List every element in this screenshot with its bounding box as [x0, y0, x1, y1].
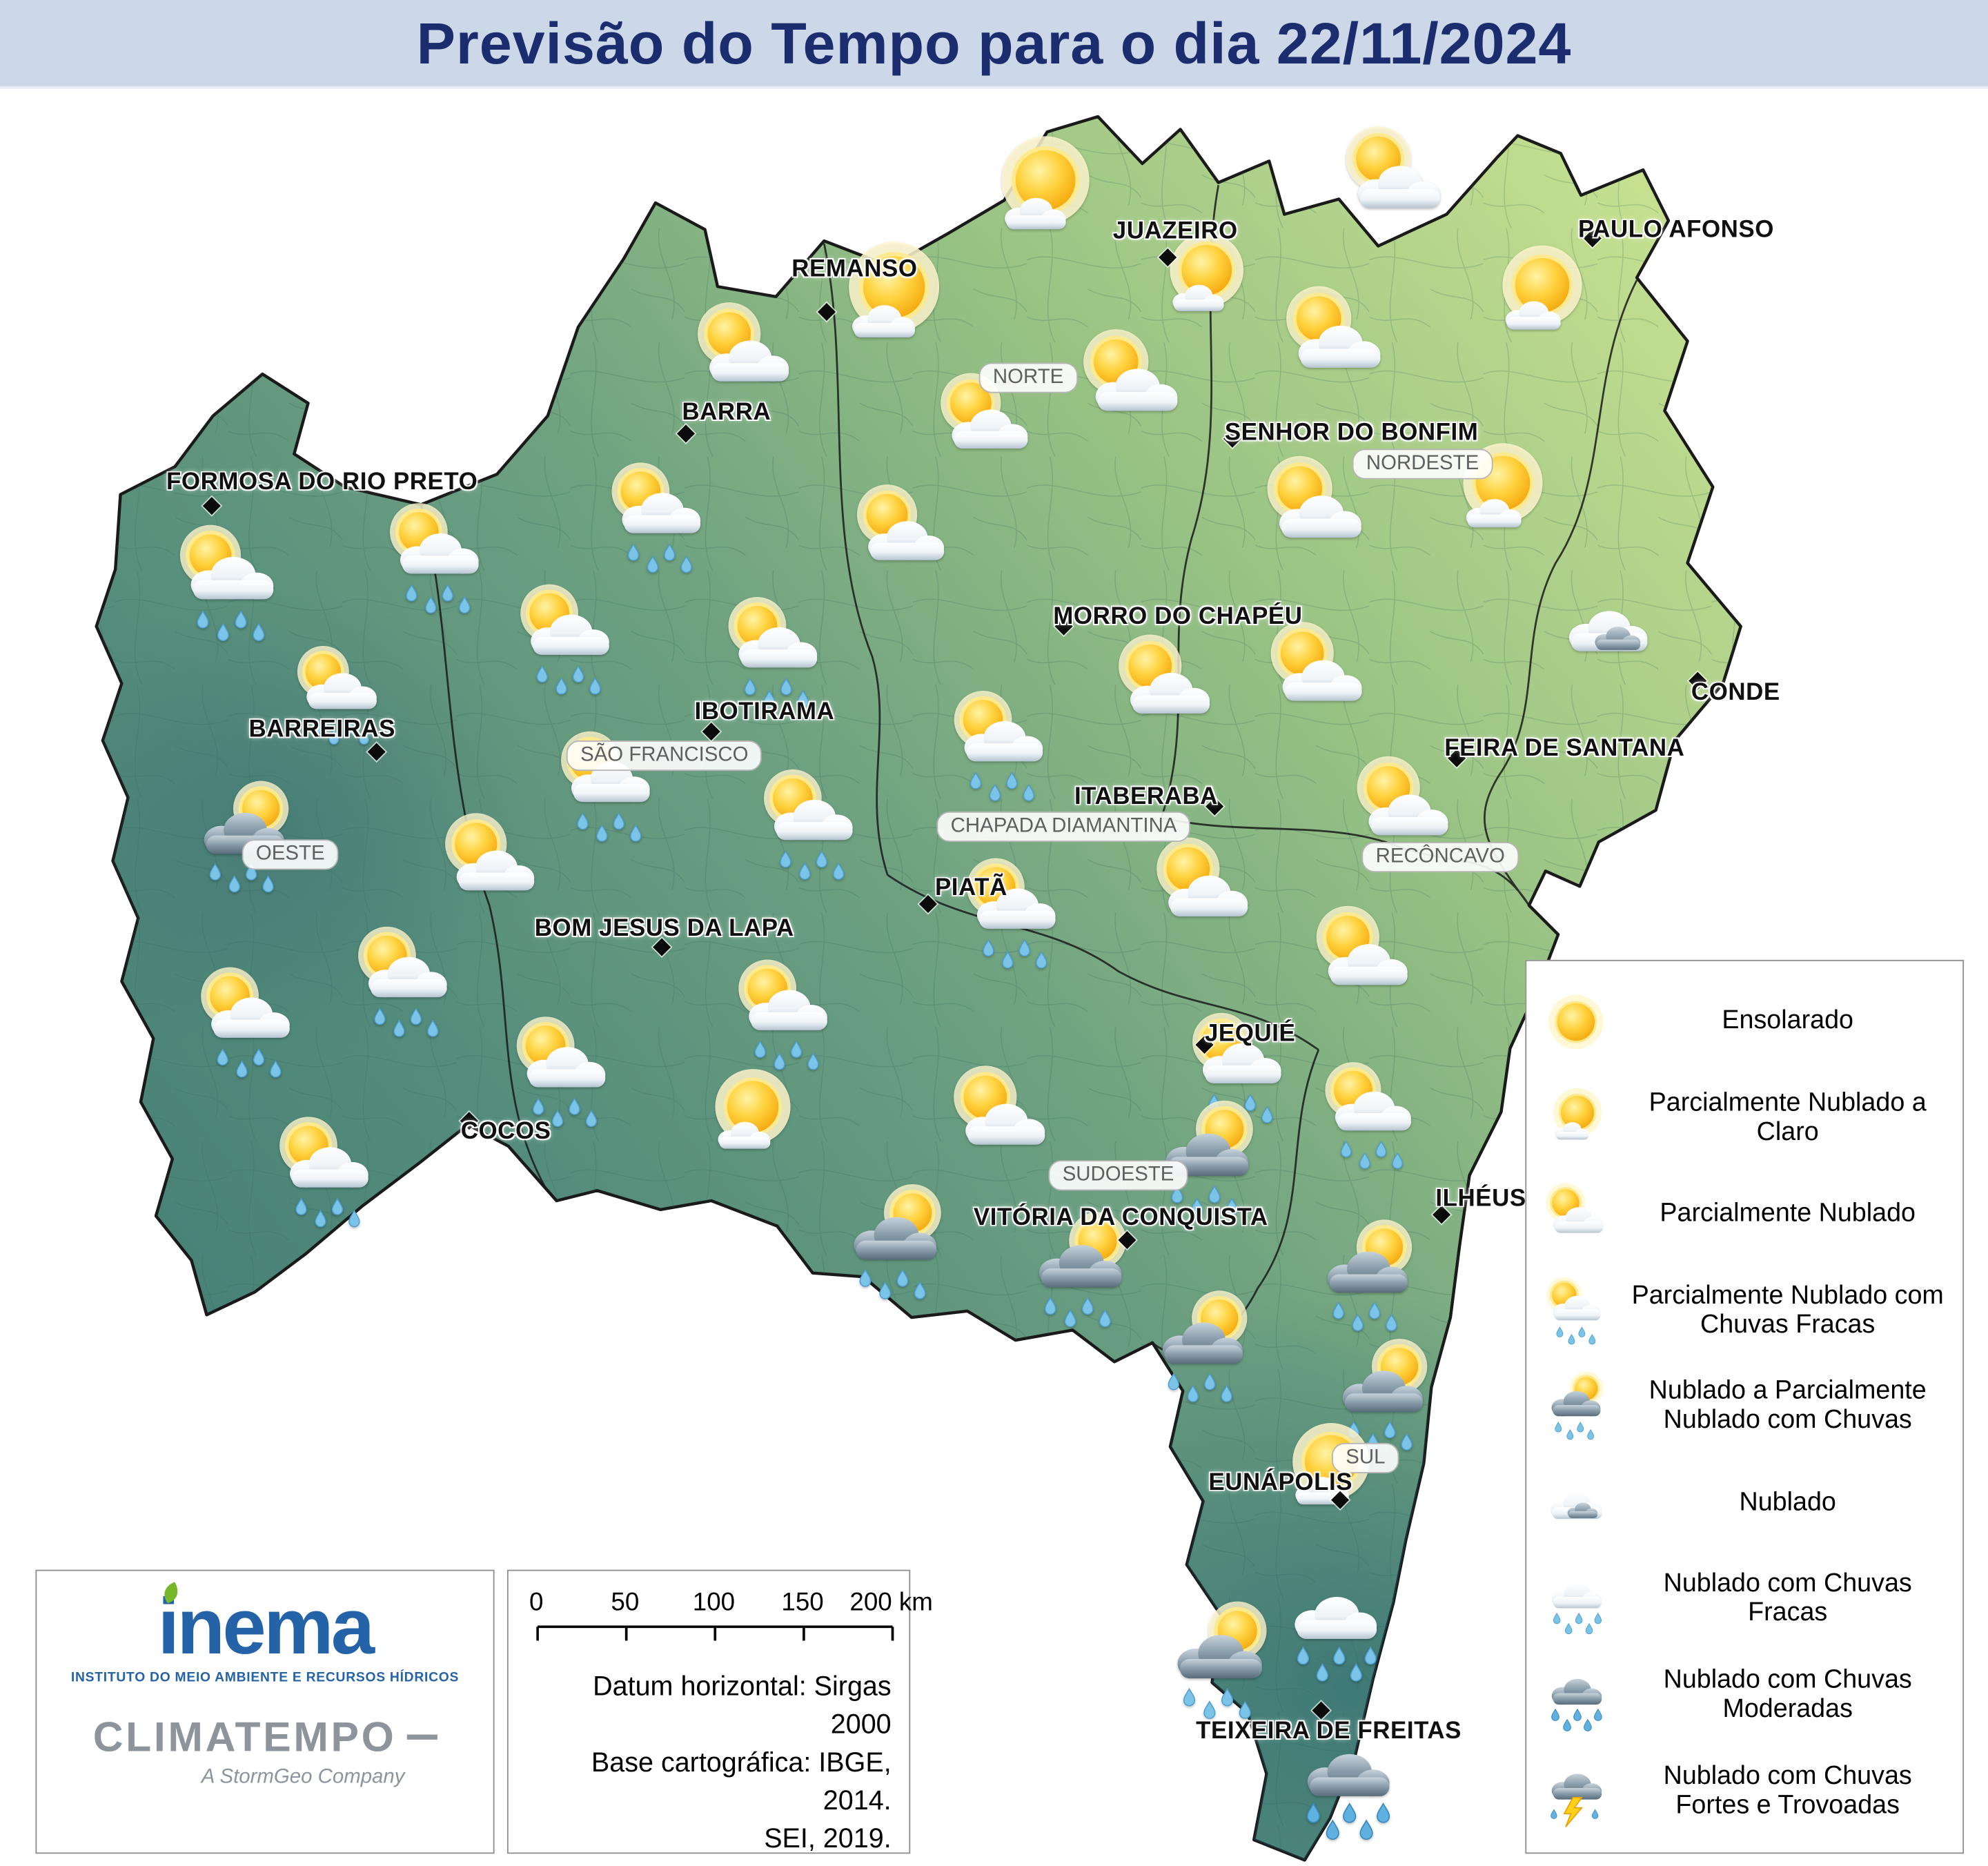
leaf-icon — [165, 1582, 178, 1604]
legend-item: Parcialmente Nublado com Chuvas Fracas — [1539, 1274, 1950, 1348]
scale-tick-label: 0 — [529, 1589, 544, 1617]
legend-item: Parcialmente Nublado a Claro — [1539, 1081, 1950, 1155]
scale-tick-label: 100 — [692, 1589, 736, 1617]
climatempo-logo: CLIMATEMPO — [93, 1713, 437, 1761]
legend-label: Nublado com Chuvas Fracas — [1663, 1569, 1912, 1627]
legend-item: Parcialmente Nublado — [1539, 1177, 1950, 1251]
scale-tick-label: 150 — [781, 1589, 824, 1617]
sun-icon — [1539, 985, 1613, 1059]
inema-tagline: INSTITUTO DO MEIO AMBIENTE E RECURSOS HÍ… — [70, 1669, 460, 1685]
inema-brand-text: inema — [157, 1583, 375, 1671]
inema-logo: inema — [158, 1582, 375, 1667]
darkcloud_rain-icon — [1539, 1658, 1613, 1732]
legend-item: Nublado — [1539, 1466, 1950, 1540]
datum-line: Datum horizontal: Sirgas 2000 — [593, 1671, 892, 1740]
scale-ruler — [536, 1625, 894, 1641]
darkcloud_storm-icon — [1539, 1755, 1613, 1829]
legend-label: Ensolarado — [1722, 1005, 1853, 1036]
datum-text: Datum horizontal: Sirgas 2000 Base carto… — [526, 1667, 892, 1858]
scale-tick-label: 200 km — [849, 1589, 933, 1617]
legend-label: Nublado com Chuvas Moderadas — [1663, 1664, 1912, 1724]
cloud-icon — [1539, 1466, 1613, 1540]
climatempo-tagline: A StormGeo Company — [201, 1766, 405, 1788]
legend-item: Nublado com Chuvas Fracas — [1539, 1562, 1950, 1636]
legend-item: Nublado com Chuvas Fortes e Trovoadas — [1539, 1755, 1950, 1829]
datum-line: SEI, 2019. — [764, 1823, 892, 1854]
scale-tick-labels: 0 50 100 150 200 km — [529, 1589, 933, 1624]
legend-label: Parcialmente Nublado a Claro — [1649, 1088, 1927, 1146]
climatempo-brand-text: CLIMATEMPO — [92, 1713, 397, 1760]
credits-box: inema INSTITUTO DO MEIO AMBIENTE E RECUR… — [35, 1569, 495, 1854]
legend-label: Nublado a Parcialmente Nublado com Chuva… — [1649, 1376, 1927, 1435]
sun_cloud-icon — [1539, 1177, 1613, 1251]
scale-tick-label: 50 — [611, 1589, 640, 1617]
legend-item: Nublado com Chuvas Moderadas — [1539, 1658, 1950, 1732]
page-title: Previsão do Tempo para o dia 22/11/2024 — [416, 10, 1572, 77]
legend-label: Parcialmente Nublado com Chuvas Fracas — [1631, 1280, 1944, 1339]
cloud_rain-icon — [1539, 1562, 1613, 1636]
legend-label: Nublado com Chuvas Fortes e Trovoadas — [1663, 1761, 1912, 1820]
legend-label: Parcialmente Nublado — [1660, 1198, 1916, 1228]
legend-item: Ensolarado — [1539, 985, 1950, 1059]
climatempo-dash — [406, 1734, 437, 1740]
legend-item: Nublado a Parcialmente Nublado com Chuva… — [1539, 1370, 1950, 1444]
scalebar-box: 0 50 100 150 200 km Datum horizontal: Sirgas… — [506, 1569, 933, 1854]
sun_small_cloud-icon — [1539, 1081, 1613, 1155]
datum-line: Base cartográfica: IBGE, 2014. — [591, 1747, 892, 1816]
title-bar: Previsão do Tempo para o dia 22/11/2024 — [0, 0, 1988, 89]
legend-label: Nublado — [1739, 1486, 1836, 1517]
legend: Ensolarado Parcialmente Nublado a Claro Pa… — [1525, 959, 1965, 1854]
sun_darkcloud_rain-icon — [1539, 1370, 1613, 1444]
sun_cloud_rain-icon — [1539, 1274, 1613, 1348]
